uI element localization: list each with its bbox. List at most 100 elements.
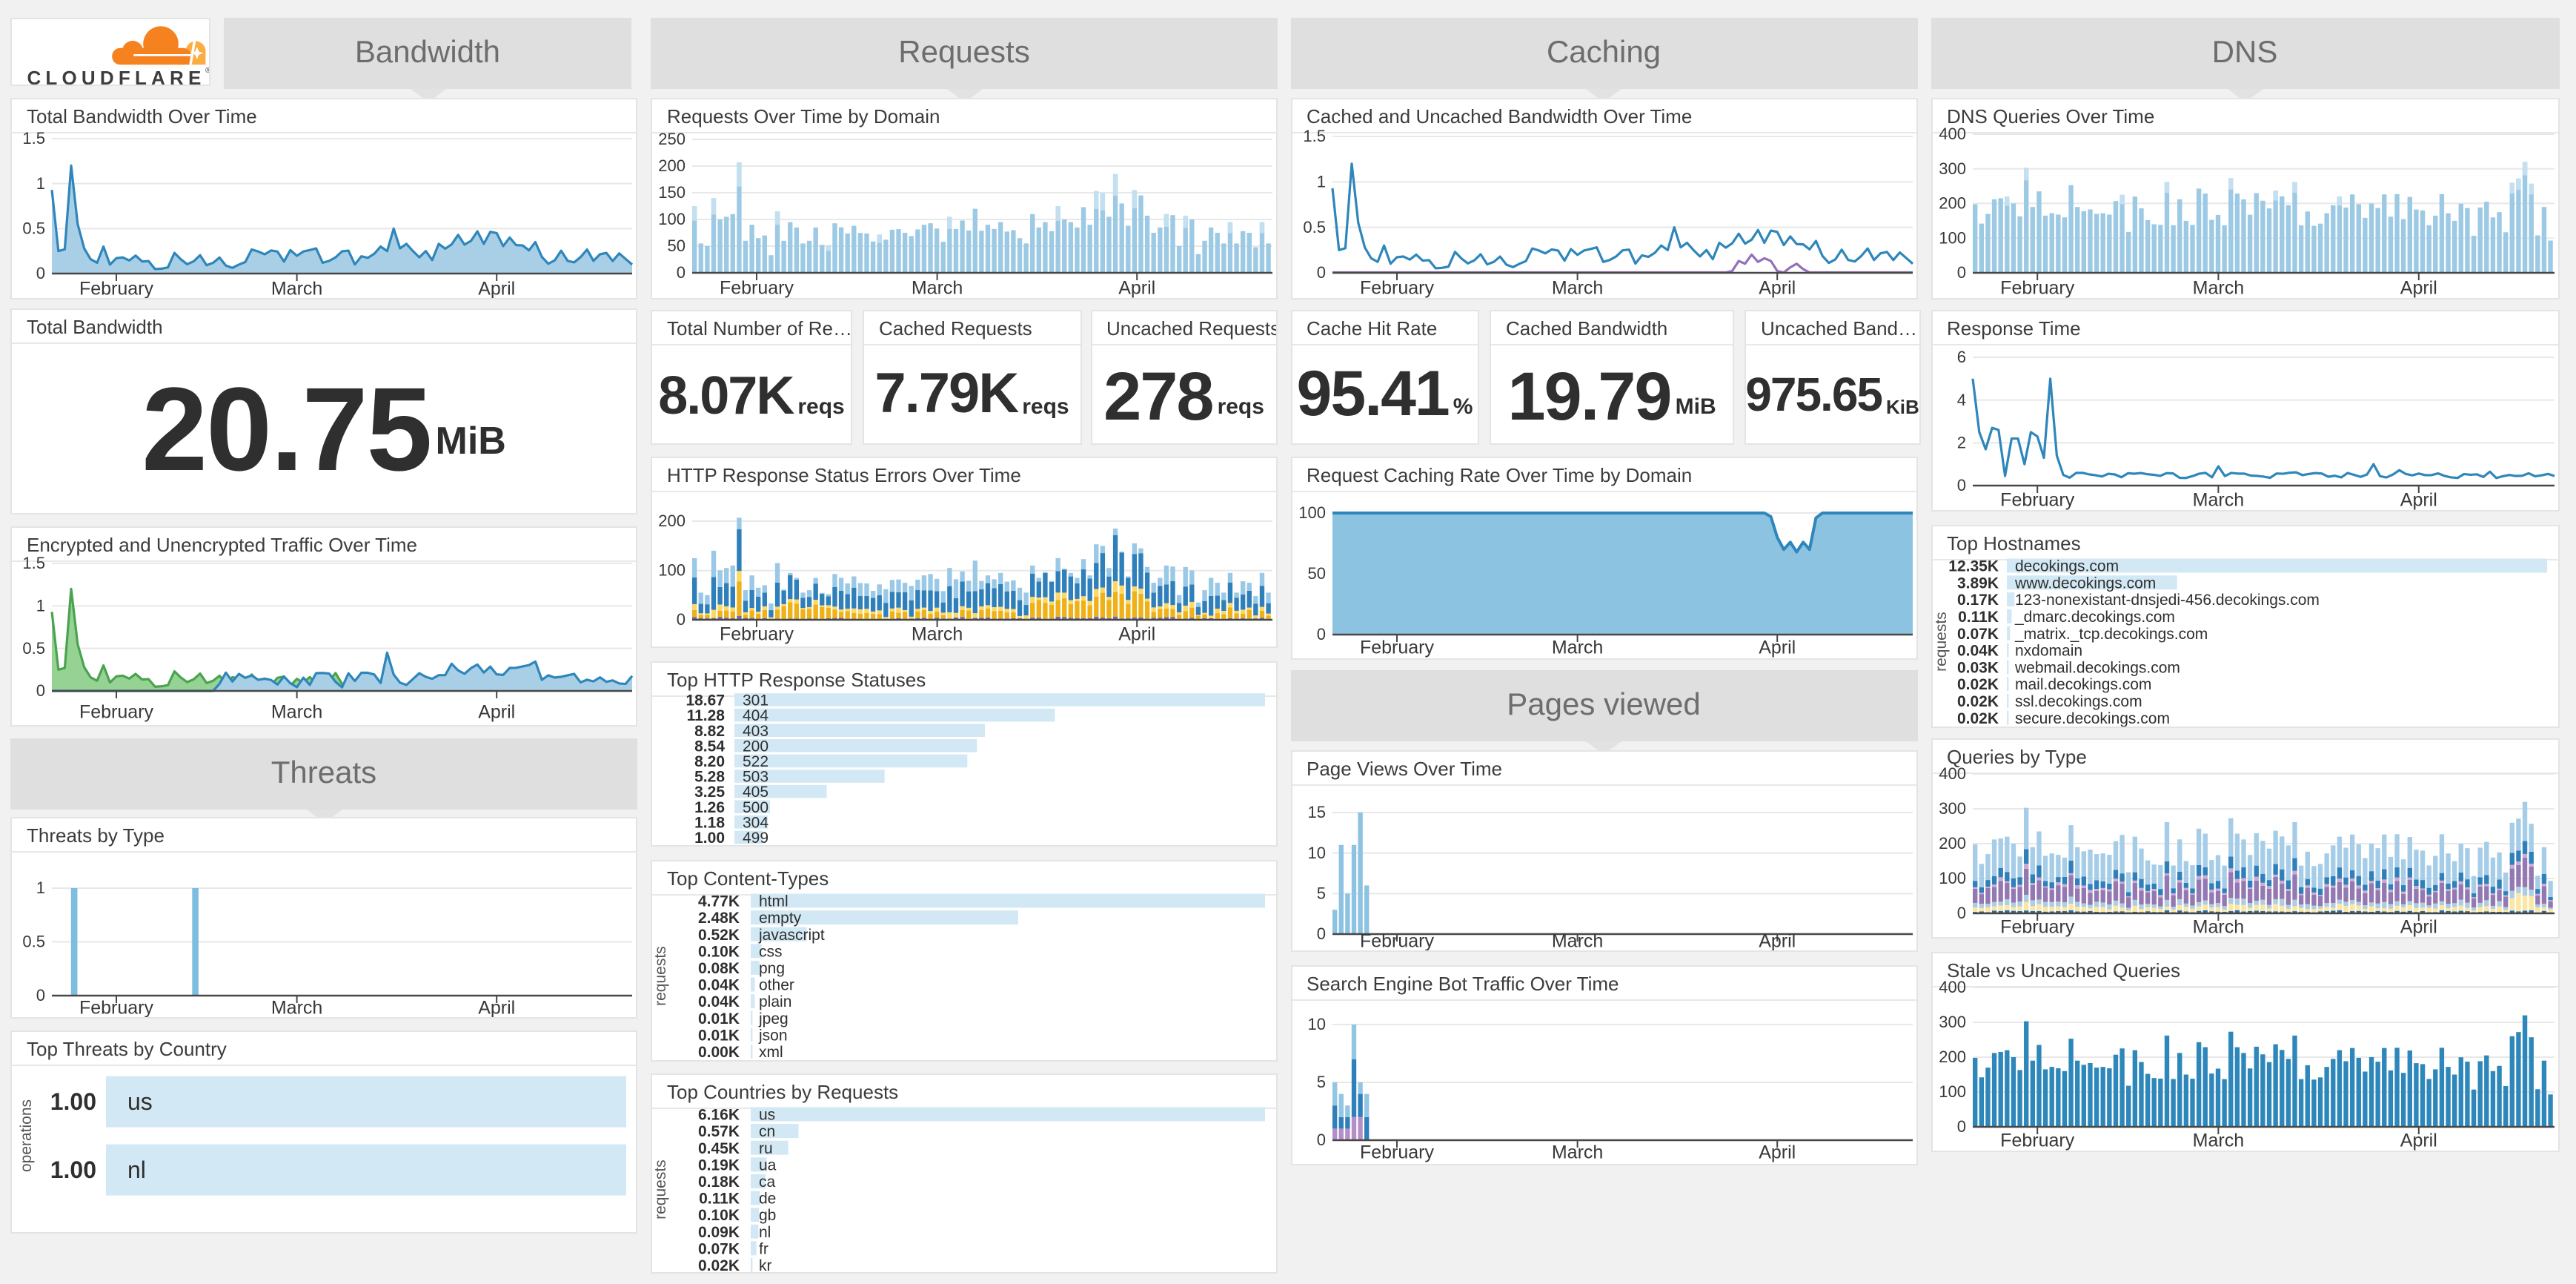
svg-text:0: 0 bbox=[1316, 1130, 1325, 1148]
svg-text:5: 5 bbox=[1316, 884, 1325, 902]
svg-text:empty: empty bbox=[759, 909, 802, 926]
svg-text:0.04K: 0.04K bbox=[1956, 643, 1998, 660]
svg-text:March: March bbox=[912, 278, 963, 299]
svg-text:2.48K: 2.48K bbox=[698, 909, 740, 926]
svg-text:0.5: 0.5 bbox=[22, 933, 45, 951]
svg-text:1.00: 1.00 bbox=[694, 829, 725, 846]
svg-text:_dmarc.decokings.com: _dmarc.decokings.com bbox=[2014, 609, 2174, 626]
svg-text:1.18: 1.18 bbox=[694, 813, 725, 830]
svg-text:February: February bbox=[79, 702, 154, 723]
svg-text:March: March bbox=[2192, 490, 2243, 511]
svg-text:0.10K: 0.10K bbox=[698, 1207, 740, 1224]
svg-text:1: 1 bbox=[1316, 173, 1325, 191]
svg-text:0: 0 bbox=[1316, 924, 1325, 942]
svg-text:March: March bbox=[2192, 278, 2243, 299]
svg-text:requests: requests bbox=[652, 945, 669, 1005]
svg-text:March: March bbox=[271, 279, 322, 300]
svg-text:11.28: 11.28 bbox=[687, 706, 726, 724]
svg-text:February: February bbox=[79, 998, 154, 1019]
svg-text:300: 300 bbox=[1938, 799, 1965, 818]
svg-text:405: 405 bbox=[743, 783, 769, 800]
svg-text:12.35K: 12.35K bbox=[1948, 558, 1998, 575]
svg-text:jpeg: jpeg bbox=[758, 1010, 789, 1027]
svg-text:ua: ua bbox=[759, 1156, 777, 1174]
svg-text:0.02K: 0.02K bbox=[698, 1257, 740, 1273]
svg-text:250: 250 bbox=[658, 130, 686, 148]
svg-text:March: March bbox=[271, 998, 322, 1019]
svg-text:April: April bbox=[1758, 1142, 1795, 1162]
svg-text:1.26: 1.26 bbox=[694, 798, 725, 815]
svg-text:0: 0 bbox=[1956, 1116, 1965, 1135]
svg-text:15: 15 bbox=[1307, 802, 1325, 821]
svg-text:200: 200 bbox=[743, 737, 769, 754]
svg-text:www.decokings.com: www.decokings.com bbox=[2014, 575, 2155, 592]
svg-text:April: April bbox=[2400, 917, 2437, 938]
svg-text:8.82: 8.82 bbox=[694, 722, 725, 739]
svg-text:0.57K: 0.57K bbox=[698, 1123, 740, 1140]
svg-text:3.25: 3.25 bbox=[694, 783, 725, 800]
svg-text:February: February bbox=[79, 279, 154, 300]
svg-text:cn: cn bbox=[759, 1123, 775, 1140]
svg-text:gb: gb bbox=[759, 1207, 776, 1224]
svg-text:200: 200 bbox=[1938, 834, 1965, 853]
svg-text:us: us bbox=[127, 1088, 153, 1115]
svg-text:html: html bbox=[759, 893, 789, 910]
svg-text:503: 503 bbox=[743, 768, 769, 785]
svg-text:February: February bbox=[1359, 278, 1434, 299]
svg-text:300: 300 bbox=[1938, 1012, 1965, 1030]
svg-text:ca: ca bbox=[759, 1174, 776, 1191]
svg-text:xml: xml bbox=[759, 1043, 783, 1060]
svg-text:1.5: 1.5 bbox=[1302, 127, 1325, 145]
svg-text:5.28: 5.28 bbox=[694, 768, 725, 785]
svg-text:March: March bbox=[2192, 917, 2243, 938]
svg-text:css: css bbox=[759, 942, 783, 959]
svg-text:kr: kr bbox=[759, 1257, 772, 1273]
svg-text:operations: operations bbox=[18, 1099, 35, 1172]
svg-text:0.03K: 0.03K bbox=[1956, 659, 1998, 676]
svg-text:100: 100 bbox=[1938, 869, 1965, 887]
svg-text:0.08K: 0.08K bbox=[698, 959, 740, 976]
svg-text:8.54: 8.54 bbox=[694, 737, 725, 754]
svg-text:100: 100 bbox=[1938, 228, 1965, 247]
svg-text:requests: requests bbox=[1932, 612, 1949, 672]
svg-text:1.00: 1.00 bbox=[50, 1156, 96, 1183]
svg-text:0: 0 bbox=[1956, 476, 1965, 494]
svg-text:499: 499 bbox=[743, 829, 769, 846]
svg-text:400: 400 bbox=[1938, 977, 1965, 996]
svg-text:301: 301 bbox=[743, 692, 769, 709]
svg-text:0.5: 0.5 bbox=[1302, 218, 1325, 236]
svg-text:200: 200 bbox=[658, 512, 686, 530]
svg-text:0.52K: 0.52K bbox=[698, 926, 740, 943]
svg-text:0.11K: 0.11K bbox=[699, 1191, 740, 1208]
svg-text:plain: plain bbox=[759, 993, 791, 1010]
svg-text:us: us bbox=[759, 1107, 775, 1124]
svg-text:April: April bbox=[478, 998, 515, 1019]
svg-text:March: March bbox=[1551, 930, 1602, 951]
svg-text:other: other bbox=[759, 976, 794, 993]
svg-text:1: 1 bbox=[36, 174, 45, 193]
svg-text:10: 10 bbox=[1307, 1014, 1325, 1033]
svg-text:400: 400 bbox=[1938, 125, 1965, 143]
svg-text:100: 100 bbox=[658, 561, 686, 580]
svg-text:0.11K: 0.11K bbox=[1957, 609, 1998, 626]
svg-text:April: April bbox=[2400, 278, 2437, 299]
svg-text:March: March bbox=[271, 702, 322, 723]
svg-text:nl: nl bbox=[759, 1224, 771, 1241]
svg-text:4: 4 bbox=[1956, 391, 1965, 409]
svg-text:_matrix._tcp.decokings.com: _matrix._tcp.decokings.com bbox=[2014, 626, 2207, 643]
svg-text:0.00K: 0.00K bbox=[698, 1043, 740, 1060]
svg-text:April: April bbox=[1758, 930, 1795, 951]
svg-text:6: 6 bbox=[1956, 348, 1965, 366]
svg-text:March: March bbox=[1551, 1142, 1602, 1162]
svg-text:5: 5 bbox=[1316, 1072, 1325, 1091]
svg-text:100: 100 bbox=[1298, 503, 1325, 522]
svg-text:0: 0 bbox=[677, 610, 686, 629]
svg-text:0: 0 bbox=[1316, 263, 1325, 282]
svg-text:1.5: 1.5 bbox=[22, 554, 45, 572]
svg-text:April: April bbox=[478, 279, 515, 300]
svg-text:mail.decokings.com: mail.decokings.com bbox=[2014, 676, 2151, 693]
svg-text:100: 100 bbox=[658, 210, 686, 228]
svg-text:1.5: 1.5 bbox=[22, 129, 45, 148]
svg-text:3.89K: 3.89K bbox=[1956, 575, 1998, 592]
svg-text:February: February bbox=[1999, 917, 2074, 938]
